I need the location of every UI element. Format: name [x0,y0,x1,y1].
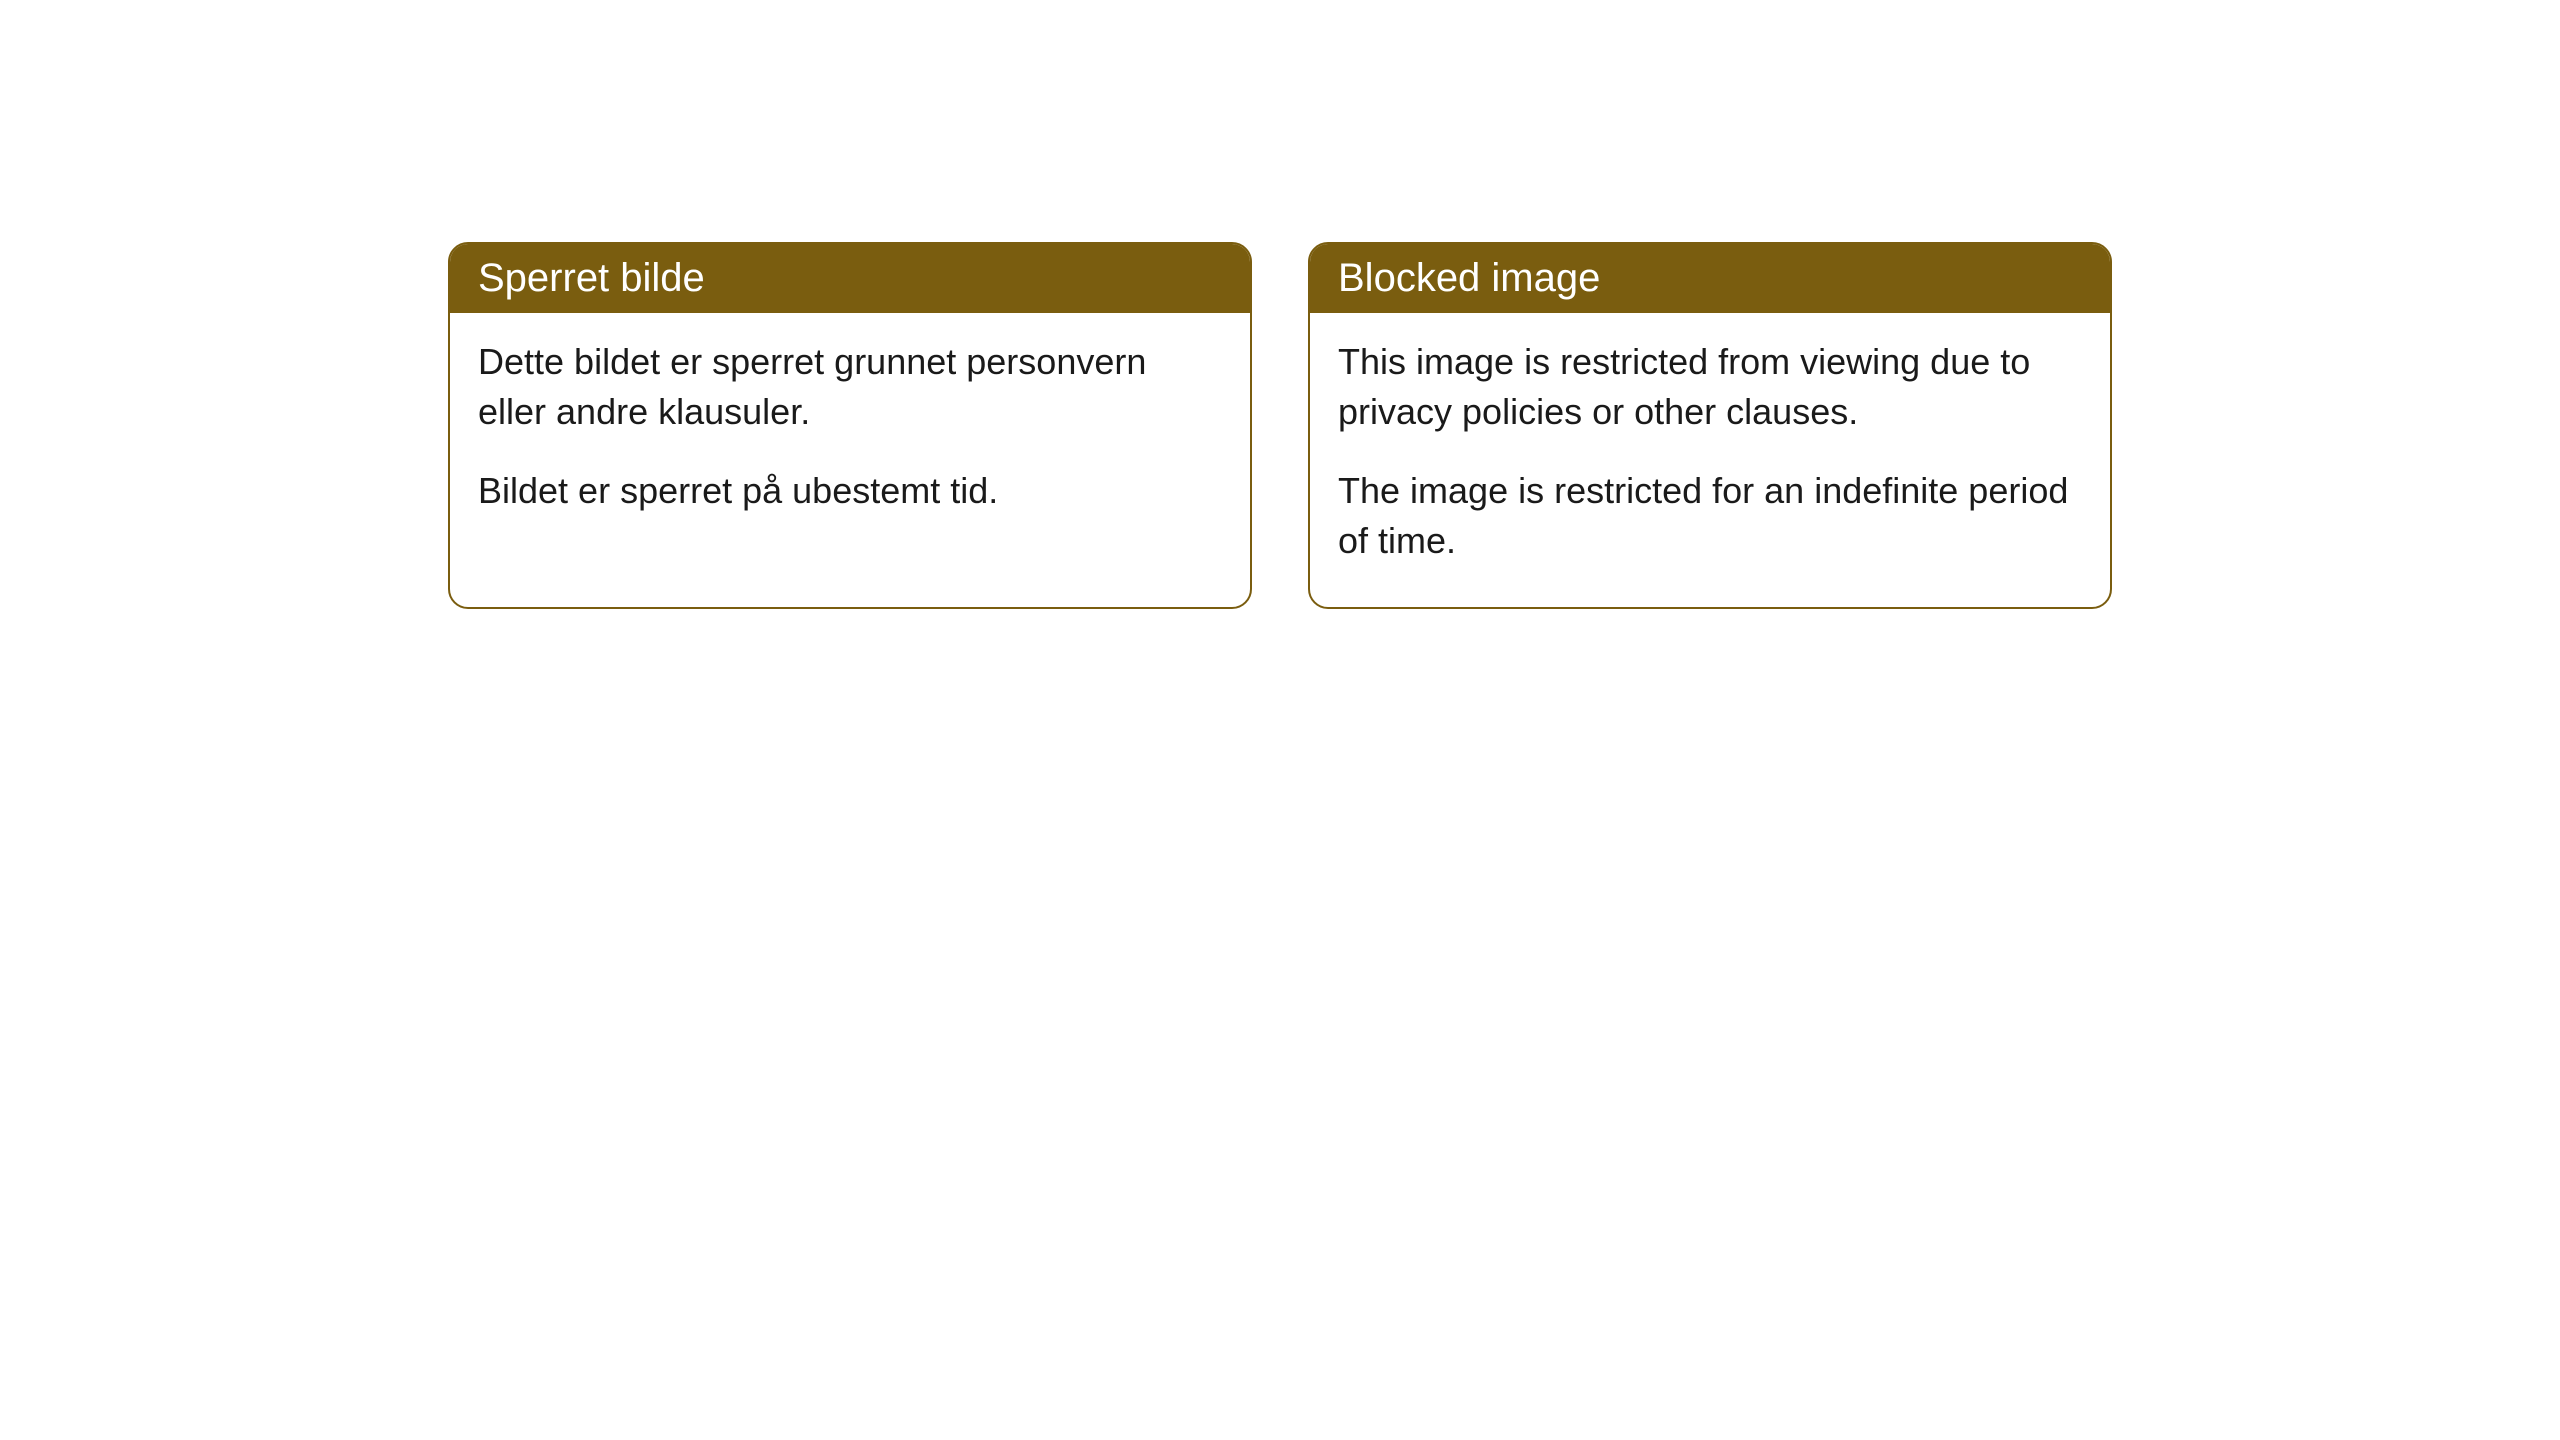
card-header-norwegian: Sperret bilde [450,244,1250,313]
card-paragraph: This image is restricted from viewing du… [1338,337,2082,438]
card-header-english: Blocked image [1310,244,2110,313]
card-body-english: This image is restricted from viewing du… [1310,313,2110,607]
blocked-image-card-norwegian: Sperret bilde Dette bildet er sperret gr… [448,242,1252,609]
card-paragraph: The image is restricted for an indefinit… [1338,466,2082,567]
card-paragraph: Bildet er sperret på ubestemt tid. [478,466,1222,516]
card-paragraph: Dette bildet er sperret grunnet personve… [478,337,1222,438]
card-title: Sperret bilde [478,256,705,300]
blocked-image-card-english: Blocked image This image is restricted f… [1308,242,2112,609]
card-body-norwegian: Dette bildet er sperret grunnet personve… [450,313,1250,556]
card-container: Sperret bilde Dette bildet er sperret gr… [0,0,2560,609]
card-title: Blocked image [1338,256,1600,300]
